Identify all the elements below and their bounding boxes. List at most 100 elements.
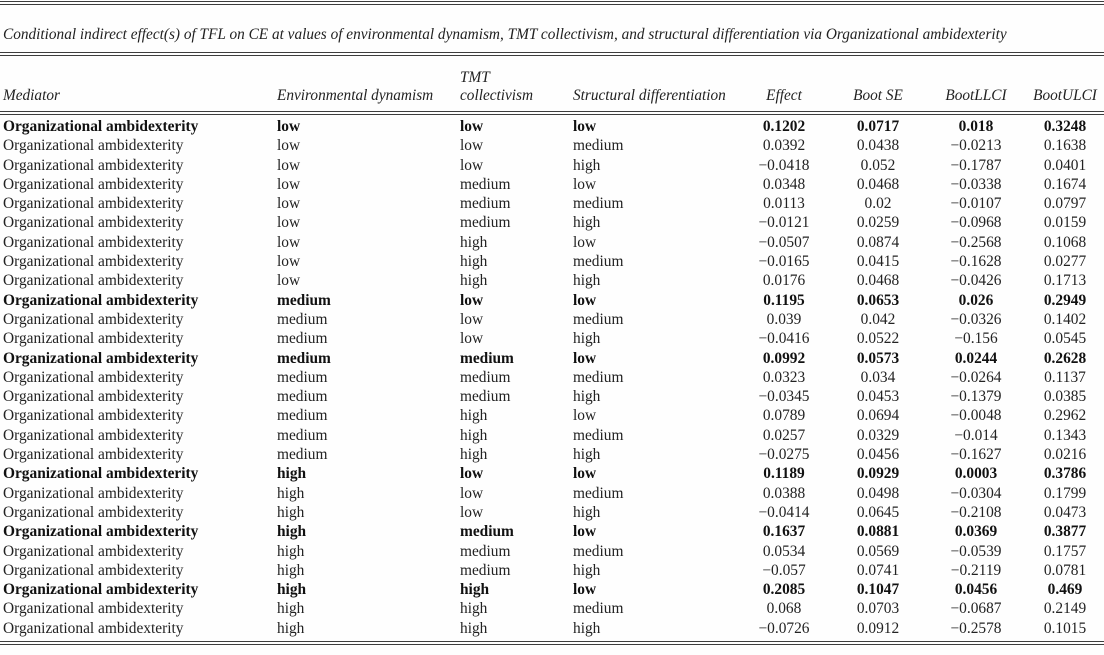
cell-boot-ulci: 0.3786 xyxy=(1043,465,1087,483)
cell-effect: 0.2085 xyxy=(762,581,806,599)
caption-rule xyxy=(0,52,1104,56)
cell-boot-llci: −0.0539 xyxy=(950,542,1002,560)
cell-mediator: Organizational ambidexterity xyxy=(3,600,184,618)
table-row: Organizational ambidexterity low low low… xyxy=(0,117,1104,136)
cell-boot-llci: −0.2108 xyxy=(950,503,1002,521)
cell-mediator: Organizational ambidexterity xyxy=(3,465,199,483)
cell-tmt-collectivism: low xyxy=(460,465,484,483)
cell-tmt-collectivism: medium xyxy=(460,349,514,367)
cell-tmt-collectivism: medium xyxy=(460,523,514,541)
cell-environmental-dynamism: low xyxy=(277,253,301,271)
cell-boot-se: 0.0329 xyxy=(856,426,900,444)
cell-boot-ulci: 0.1015 xyxy=(1043,619,1087,637)
cell-environmental-dynamism: high xyxy=(277,465,307,483)
cell-boot-llci: −0.0264 xyxy=(950,368,1002,386)
cell-environmental-dynamism: medium xyxy=(277,349,331,367)
cell-boot-se: 0.042 xyxy=(860,310,896,328)
cell-boot-se: 0.0912 xyxy=(856,619,900,637)
cell-boot-ulci: 0.1713 xyxy=(1043,272,1087,290)
cell-mediator: Organizational ambidexterity xyxy=(3,310,184,328)
cell-mediator: Organizational ambidexterity xyxy=(3,349,199,367)
cell-boot-se: 0.0645 xyxy=(856,503,900,521)
table-row: Organizational ambidexterity medium medi… xyxy=(0,368,1104,387)
cell-mediator: Organizational ambidexterity xyxy=(3,330,184,348)
cell-tmt-collectivism: low xyxy=(460,156,484,174)
cell-boot-llci: 0.0244 xyxy=(954,349,998,367)
column-header-tmt-collectivism: TMT collectivism xyxy=(460,69,534,104)
table-row: Organizational ambidexterity low medium … xyxy=(0,194,1104,213)
cell-environmental-dynamism: high xyxy=(277,542,305,560)
cell-effect: 0.0789 xyxy=(762,407,806,425)
cell-boot-llci: −0.014 xyxy=(954,426,998,444)
cell-mediator: Organizational ambidexterity xyxy=(3,156,184,174)
column-header-structural-differentiation: Structural differentiation xyxy=(573,87,726,104)
cell-environmental-dynamism: high xyxy=(277,484,305,502)
cell-mediator: Organizational ambidexterity xyxy=(3,368,184,386)
cell-mediator: Organizational ambidexterity xyxy=(3,619,184,637)
cell-effect: 0.0176 xyxy=(762,272,806,290)
cell-tmt-collectivism: high xyxy=(460,233,488,251)
cell-structural-differentiation: medium xyxy=(573,542,624,560)
cell-boot-se: 0.0498 xyxy=(856,484,900,502)
cell-boot-ulci: 0.2962 xyxy=(1043,407,1087,425)
cell-structural-differentiation: medium xyxy=(573,426,624,444)
cell-boot-se: 0.0653 xyxy=(856,291,900,309)
cell-environmental-dynamism: high xyxy=(277,600,305,618)
header-rule xyxy=(0,111,1104,115)
cell-environmental-dynamism: low xyxy=(277,272,301,290)
cell-tmt-collectivism: low xyxy=(460,291,484,309)
cell-mediator: Organizational ambidexterity xyxy=(3,446,184,464)
cell-environmental-dynamism: medium xyxy=(277,388,328,406)
cell-mediator: Organizational ambidexterity xyxy=(3,523,199,541)
cell-mediator: Organizational ambidexterity xyxy=(3,484,184,502)
cell-boot-se: 0.02 xyxy=(864,195,892,213)
cell-boot-ulci: 0.0545 xyxy=(1043,330,1087,348)
cell-tmt-collectivism: low xyxy=(460,503,484,521)
cell-mediator: Organizational ambidexterity xyxy=(3,426,184,444)
cell-boot-ulci: 0.1674 xyxy=(1043,175,1087,193)
cell-structural-differentiation: high xyxy=(573,619,601,637)
cell-tmt-collectivism: high xyxy=(460,272,488,290)
cell-boot-se: 0.0259 xyxy=(856,214,900,232)
cell-boot-llci: −0.156 xyxy=(954,330,998,348)
cell-tmt-collectivism: medium xyxy=(460,542,511,560)
table-row: Organizational ambidexterity high medium… xyxy=(0,542,1104,561)
table-row: Organizational ambidexterity high high l… xyxy=(0,580,1104,599)
cell-boot-llci: −0.0968 xyxy=(950,214,1002,232)
cell-boot-llci: −0.2119 xyxy=(950,561,1002,579)
cell-effect: 0.068 xyxy=(766,600,802,618)
cell-boot-ulci: 0.1068 xyxy=(1043,233,1087,251)
cell-structural-differentiation: low xyxy=(573,175,597,193)
cell-environmental-dynamism: high xyxy=(277,503,305,521)
cell-structural-differentiation: medium xyxy=(573,600,624,618)
cell-environmental-dynamism: medium xyxy=(277,310,328,328)
table-row: Organizational ambidexterity medium low … xyxy=(0,291,1104,310)
cell-structural-differentiation: high xyxy=(573,446,601,464)
cell-boot-ulci: 0.0385 xyxy=(1043,388,1087,406)
cell-effect: 0.0348 xyxy=(762,175,806,193)
table-row: Organizational ambidexterity medium high… xyxy=(0,406,1104,425)
table-row: Organizational ambidexterity high high m… xyxy=(0,599,1104,618)
cell-boot-se: 0.0741 xyxy=(856,561,900,579)
cell-boot-se: 0.052 xyxy=(860,156,896,174)
cell-boot-ulci: 0.0216 xyxy=(1043,446,1087,464)
cell-environmental-dynamism: low xyxy=(277,233,301,251)
column-header-boot-se: Boot SE xyxy=(853,87,903,104)
cell-boot-ulci: 0.3877 xyxy=(1043,523,1087,541)
cell-mediator: Organizational ambidexterity xyxy=(3,561,184,579)
cell-tmt-collectivism: low xyxy=(460,310,484,328)
cell-structural-differentiation: medium xyxy=(573,484,624,502)
cell-mediator: Organizational ambidexterity xyxy=(3,291,199,309)
cell-tmt-collectivism: high xyxy=(460,619,488,637)
cell-tmt-collectivism: low xyxy=(460,330,484,348)
cell-effect: 0.0113 xyxy=(763,195,805,213)
cell-boot-ulci: 0.3248 xyxy=(1043,118,1087,135)
cell-boot-se: 0.0456 xyxy=(856,446,900,464)
cell-mediator: Organizational ambidexterity xyxy=(3,118,199,135)
cell-boot-se: 0.034 xyxy=(860,368,896,386)
cell-environmental-dynamism: low xyxy=(277,137,301,155)
table-row: Organizational ambidexterity high high h… xyxy=(0,619,1104,638)
cell-boot-llci: −0.1628 xyxy=(950,253,1002,271)
cell-boot-se: 0.0522 xyxy=(856,330,900,348)
